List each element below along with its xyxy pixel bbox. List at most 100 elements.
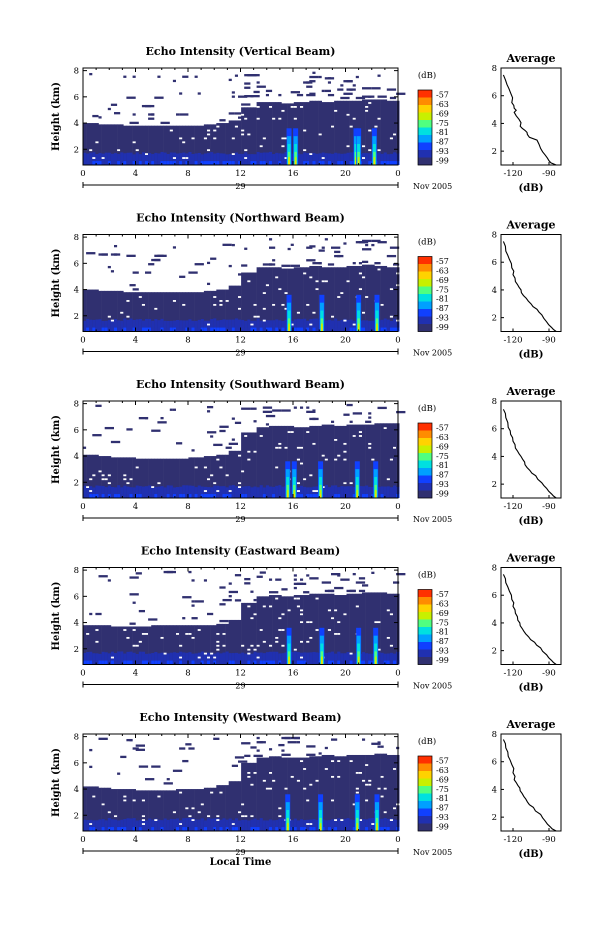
echo-cell xyxy=(231,485,236,498)
echo-cell xyxy=(98,116,102,119)
echo-cell xyxy=(188,485,192,498)
echo-cell xyxy=(225,651,229,665)
echo-cell xyxy=(169,652,174,665)
y-tick-label: 4 xyxy=(74,452,79,462)
echo-cell xyxy=(380,652,384,665)
echo-cell xyxy=(163,487,167,498)
echo-cell xyxy=(98,827,102,831)
echo-cell xyxy=(207,625,211,665)
echo-cell xyxy=(86,486,90,498)
echo-cell xyxy=(89,72,93,76)
echo-cell xyxy=(377,741,381,744)
echo-cell xyxy=(101,494,105,498)
echo-cell xyxy=(259,327,264,332)
echo-cell xyxy=(107,787,112,831)
echo-cell xyxy=(157,254,167,257)
profile-x-tick-label: -90 xyxy=(542,835,556,845)
echo-cell xyxy=(141,327,146,332)
echo-cell xyxy=(98,161,102,165)
echo-cell xyxy=(222,319,226,332)
echo-cell xyxy=(324,820,329,831)
echo-cell xyxy=(98,787,102,831)
echo-cell xyxy=(123,827,127,831)
echo-cell xyxy=(259,741,263,744)
colorbar-frame xyxy=(417,589,433,665)
echo-cell xyxy=(188,161,192,165)
echo-cell xyxy=(365,424,369,498)
echo-cell xyxy=(95,154,99,165)
echo-cell xyxy=(247,660,251,665)
echo-cell xyxy=(278,818,282,831)
echo-cell xyxy=(284,652,288,665)
echo-cell xyxy=(123,626,127,665)
echo-cell xyxy=(315,660,319,665)
echo-cell xyxy=(83,625,87,665)
echo-cell xyxy=(275,578,282,581)
echo-cell xyxy=(148,458,152,498)
gap-cell xyxy=(222,633,226,635)
echo-cell xyxy=(225,289,229,332)
echo-cell xyxy=(346,265,350,332)
echo-cell xyxy=(386,88,397,91)
echo-cell xyxy=(371,660,375,665)
echo-cell xyxy=(349,88,356,91)
echo-cell xyxy=(259,494,264,498)
echo-cell xyxy=(191,604,195,607)
echo-cell xyxy=(315,327,319,332)
echo-cell xyxy=(92,114,99,118)
echo-cell xyxy=(250,746,257,749)
echo-cell xyxy=(269,246,276,249)
echo-cell xyxy=(340,319,344,332)
echo-cell xyxy=(272,259,276,262)
echo-cell xyxy=(312,152,316,165)
y-tick-label: 2 xyxy=(74,312,79,322)
echo-cell xyxy=(300,494,304,498)
echo-cell xyxy=(303,161,307,165)
echo-cell xyxy=(253,486,257,498)
echo-cell xyxy=(231,327,236,332)
echo-cell xyxy=(256,487,260,498)
echo-cell xyxy=(228,653,233,665)
echo-cell xyxy=(117,153,121,165)
echo-cell xyxy=(92,327,96,332)
echo-cell xyxy=(340,756,344,831)
echo-cell xyxy=(222,785,226,831)
echo-cell xyxy=(216,785,220,831)
gap-cell xyxy=(241,133,245,136)
echo-cell xyxy=(213,827,217,831)
echo-cell xyxy=(300,485,304,498)
gap-cell xyxy=(365,109,369,112)
echo-cell xyxy=(126,660,130,665)
echo-cell xyxy=(166,458,171,498)
echo-cell xyxy=(210,152,214,165)
profile-frame xyxy=(500,67,562,166)
echo-cell xyxy=(219,623,223,665)
echo-cell xyxy=(393,660,397,665)
echo-cell xyxy=(346,754,350,831)
echo-cell xyxy=(343,595,347,665)
echo-cell xyxy=(293,757,298,831)
echo-cell xyxy=(92,494,96,498)
heatmap-cells xyxy=(83,403,406,498)
profile-y-tick-label: 6 xyxy=(492,758,497,768)
echo-cell xyxy=(327,487,332,498)
echo-cell xyxy=(228,827,233,831)
echo-cell xyxy=(334,327,338,332)
echo-cell xyxy=(228,660,233,665)
echo-cell xyxy=(126,486,130,498)
echo-cell xyxy=(176,487,180,498)
echo-cell xyxy=(241,264,248,267)
echo-cell xyxy=(228,494,233,498)
gap-cell xyxy=(349,652,353,655)
echo-cell xyxy=(337,153,341,165)
echo-cell xyxy=(210,257,217,260)
echo-cell xyxy=(377,99,381,165)
echo-cell xyxy=(86,786,90,831)
echo-cell xyxy=(176,625,180,665)
panel-2: Echo Intensity (Southward Beam)Height (k… xyxy=(51,378,562,527)
echo-cell xyxy=(138,292,143,332)
echo-cell xyxy=(154,625,158,665)
echo-cell xyxy=(309,827,313,831)
echo-cell xyxy=(340,827,344,831)
echo-cell xyxy=(380,161,384,165)
